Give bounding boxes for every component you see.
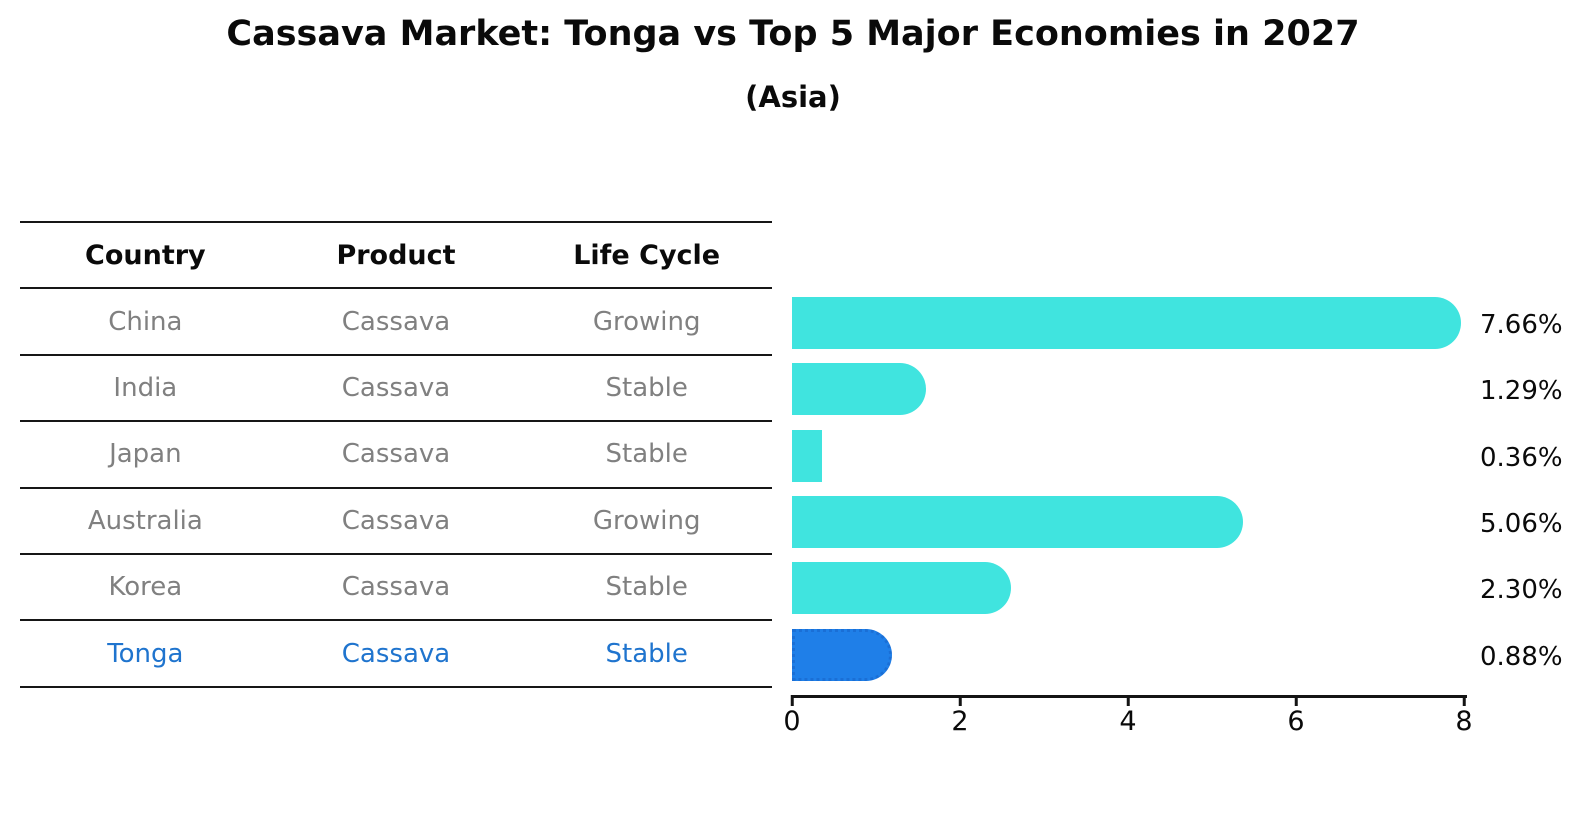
column-header: Country bbox=[85, 239, 206, 271]
table-cell-country: China bbox=[108, 306, 183, 337]
x-axis-tick-label: 6 bbox=[1287, 706, 1305, 737]
table-cell-life-cycle: Growing bbox=[592, 306, 701, 337]
table-cell-country: Tonga bbox=[107, 638, 184, 669]
table-cell-product: Cassava bbox=[341, 638, 451, 669]
table-cell-life-cycle: Growing bbox=[592, 505, 701, 536]
bar-korea bbox=[792, 562, 1012, 615]
table-cell-country: Korea bbox=[108, 572, 183, 603]
chart-subtitle: (Asia) bbox=[745, 80, 841, 114]
table-cell-life-cycle: Stable bbox=[605, 372, 688, 403]
table-cell-country: Australia bbox=[87, 505, 203, 536]
bar-india bbox=[792, 363, 927, 416]
table-cell-life-cycle: Stable bbox=[605, 572, 688, 603]
bar-tonga bbox=[792, 628, 892, 681]
chart-title: Cassava Market: Tonga vs Top 5 Major Eco… bbox=[226, 14, 1360, 54]
table-cell-product: Cassava bbox=[341, 505, 451, 536]
table-cell-product: Cassava bbox=[341, 572, 451, 603]
table-cell-country: India bbox=[113, 372, 178, 403]
bar-japan bbox=[792, 429, 823, 482]
table-cell-life-cycle: Stable bbox=[605, 638, 688, 669]
x-axis-tickmark bbox=[1126, 695, 1130, 706]
column-header: Life Cycle bbox=[573, 239, 721, 271]
table-row: Tonga Cassava Stable bbox=[20, 621, 772, 688]
data-table: Country Product Life Cycle China Cassava Gro… bbox=[20, 221, 772, 688]
x-axis-tickmark bbox=[1294, 695, 1298, 706]
bar-value-label: 7.66% bbox=[1480, 309, 1563, 340]
x-axis-tickmark bbox=[1462, 695, 1466, 706]
table-cell-product: Cassava bbox=[341, 439, 451, 470]
table-row: China Cassava Growing bbox=[20, 289, 772, 356]
x-axis-tick-label: 8 bbox=[1455, 706, 1473, 737]
bar-value-label: 0.36% bbox=[1480, 442, 1563, 473]
x-axis-tickmark bbox=[790, 695, 794, 706]
column-header: Product bbox=[336, 239, 456, 271]
x-axis-tick-label: 4 bbox=[1119, 706, 1137, 737]
table-cell-life-cycle: Stable bbox=[605, 439, 688, 470]
table-cell-country: Japan bbox=[109, 439, 182, 470]
x-axis-spine bbox=[792, 695, 1467, 698]
table-row: India Cassava Stable bbox=[20, 356, 772, 423]
table-cell-product: Cassava bbox=[341, 306, 451, 337]
bar-australia bbox=[792, 495, 1244, 548]
x-axis-tick-label: 2 bbox=[951, 706, 969, 737]
x-axis-tick-label: 0 bbox=[783, 706, 801, 737]
table-body: China Cassava Growing India Cassava Stable Jap… bbox=[20, 289, 772, 688]
bar-china bbox=[792, 296, 1462, 349]
table-cell-product: Cassava bbox=[341, 372, 451, 403]
bar-value-label: 2.30% bbox=[1480, 575, 1563, 606]
table-row: Australia Cassava Growing bbox=[20, 489, 772, 555]
table-row: Japan Cassava Stable bbox=[20, 422, 772, 489]
table-header-row: Country Product Life Cycle bbox=[20, 223, 772, 290]
bar-value-label: 0.88% bbox=[1480, 641, 1563, 672]
table-row: Korea Cassava Stable bbox=[20, 555, 772, 622]
bar-value-label: 5.06% bbox=[1480, 508, 1563, 539]
x-axis-tickmark bbox=[958, 695, 962, 706]
bar-value-label: 1.29% bbox=[1480, 376, 1563, 407]
